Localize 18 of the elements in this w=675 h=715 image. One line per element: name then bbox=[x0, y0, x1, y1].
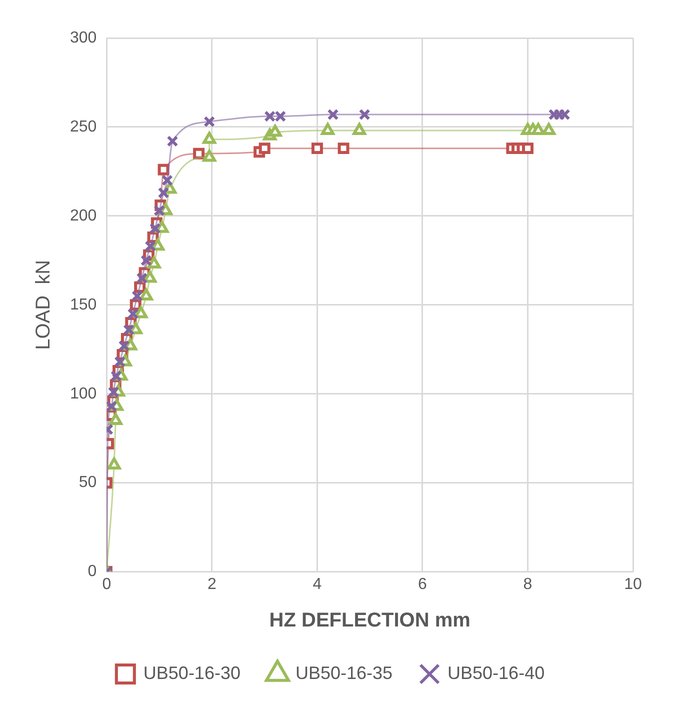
y-tick-label: 50 bbox=[78, 474, 97, 492]
y-tick-label: 0 bbox=[88, 563, 97, 580]
x-tick-label: 4 bbox=[312, 576, 322, 593]
y-tick-label: 250 bbox=[70, 118, 97, 136]
x-tick-label: 6 bbox=[418, 576, 428, 593]
y-tick-label: 150 bbox=[70, 296, 97, 314]
x-tick-label: 0 bbox=[102, 576, 112, 593]
x-tick-label: 2 bbox=[208, 576, 217, 593]
legend-label: UB50-16-35 bbox=[295, 662, 393, 683]
y-tick-label: 100 bbox=[70, 385, 97, 402]
legend-label: UB50-16-40 bbox=[448, 662, 545, 683]
y-tick-label: 300 bbox=[70, 29, 97, 46]
legend-label: UB50-16-30 bbox=[143, 662, 240, 683]
x-tick-label: 8 bbox=[523, 576, 532, 593]
x-axis-title: HZ DEFLECTION mm bbox=[269, 610, 470, 632]
y-tick-label: 200 bbox=[70, 207, 97, 224]
y-axis-title: LOAD kN bbox=[32, 260, 55, 350]
x-tick-label: 10 bbox=[624, 576, 642, 593]
